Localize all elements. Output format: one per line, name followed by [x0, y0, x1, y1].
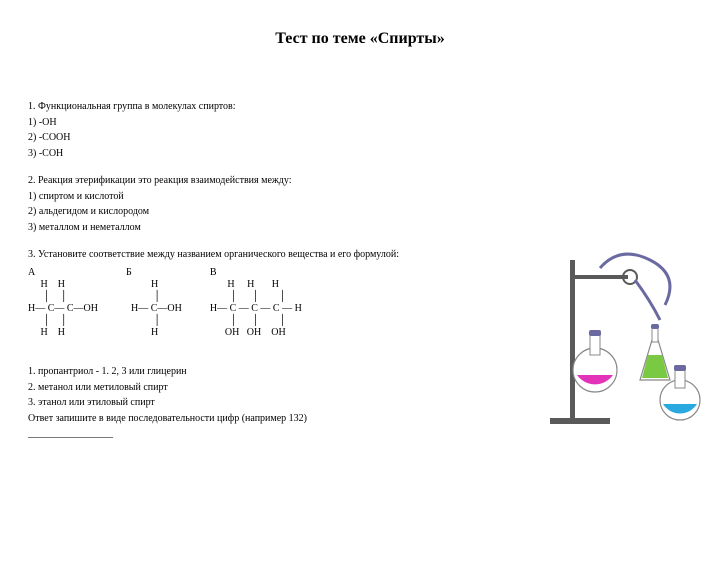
chemistry-illustration — [540, 230, 710, 430]
struct-B: H │ H— C—OH │ H — [126, 279, 182, 339]
q1-a2: 2) -COOH — [28, 131, 508, 145]
structure-B: Б H │ H— C—OH │ H — [126, 266, 182, 340]
ans-3: 3. этанол или этиловый спирт — [28, 396, 508, 410]
q1-a1: 1) -OH — [28, 116, 508, 130]
q2-a3: 3) металлом и неметаллом — [28, 221, 508, 235]
ans-2: 2. метанол или метиловый спирт — [28, 381, 508, 395]
struct-A: H H │ │ H— C— C—OH │ │ H H — [28, 279, 98, 339]
struct-V: H H H │ │ │ H— C — C — C — H │ │ │ OH OH… — [210, 279, 302, 339]
ans-line: _________________ — [28, 427, 508, 441]
structures-row: А H H │ │ H— C— C—OH │ │ H H Б H │ H— C—… — [28, 266, 508, 340]
label-V: В — [210, 266, 302, 280]
page-title: Тест по теме «Спирты» — [0, 30, 720, 48]
q2-a2: 2) альдегидом и кислородом — [28, 205, 508, 219]
label-B: Б — [126, 266, 182, 280]
q2-prompt: 2. Реакция этерификации это реакция взаи… — [28, 174, 508, 188]
q1-prompt: 1. Функциональная группа в молекулах спи… — [28, 100, 508, 114]
ans-1: 1. пропантриол - 1. 2, 3 или глицерин — [28, 365, 508, 379]
ans-instr: Ответ запишите в виде последовательности… — [28, 412, 508, 426]
q3-prompt: 3. Установите соответствие между названи… — [28, 248, 508, 262]
content-block: 1. Функциональная группа в молекулах спи… — [28, 100, 508, 443]
q1-a3: 3) -COH — [28, 147, 508, 161]
q2-a1: 1) спиртом и кислотой — [28, 190, 508, 204]
label-A: А — [28, 266, 98, 280]
structure-A: А H H │ │ H— C— C—OH │ │ H H — [28, 266, 98, 340]
structure-V: В H H H │ │ │ H— C — C — C — H │ │ │ OH … — [210, 266, 302, 340]
